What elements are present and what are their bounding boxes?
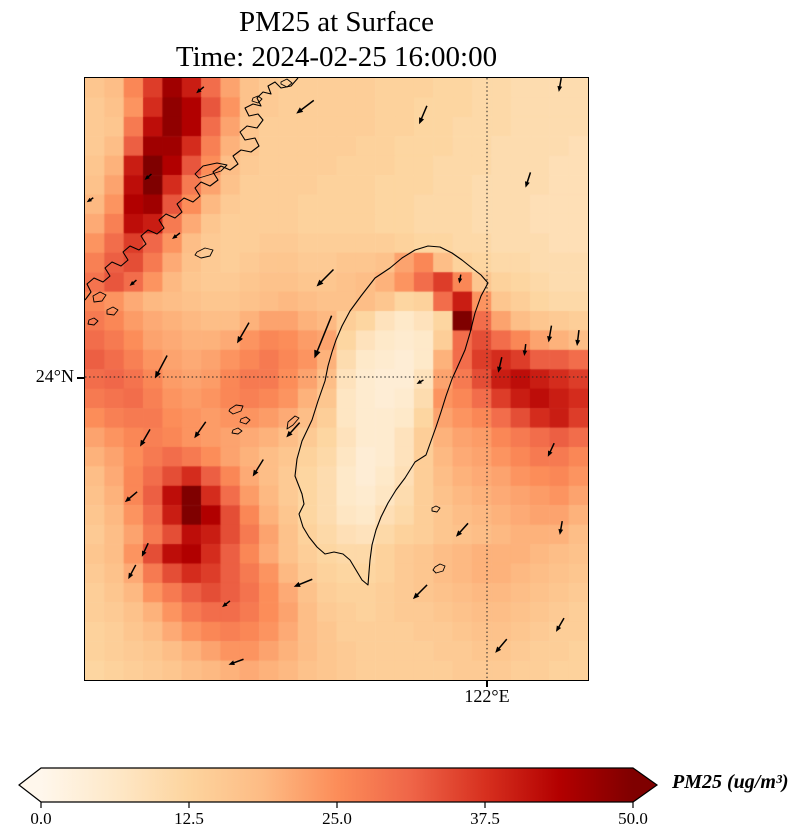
- wind-arrow-head: [140, 439, 146, 447]
- wind-arrows: [86, 78, 581, 666]
- wind-arrow-head: [293, 581, 301, 587]
- lat-tick: [77, 377, 84, 379]
- wind-arrow-head: [141, 550, 147, 557]
- wind-arrow-head: [557, 85, 563, 92]
- figure-subtitle: Time: 2024-02-25 16:00:00: [175, 41, 498, 73]
- taiwan-coastline: [294, 245, 489, 586]
- wind-arrow-head: [547, 450, 553, 457]
- wind-arrow-head: [556, 625, 562, 632]
- wind-arrow-head: [129, 280, 135, 286]
- wind-arrow-head: [495, 646, 502, 653]
- wind-arrow-head: [196, 88, 202, 94]
- wind-arrow-head: [419, 117, 425, 125]
- map-overlay: [85, 78, 588, 680]
- wind-arrow-head: [314, 349, 321, 359]
- wind-arrow-head: [497, 366, 502, 373]
- wind-arrow-head: [128, 572, 134, 580]
- wind-arrow-head: [547, 335, 553, 343]
- wind-arrow-head: [522, 350, 528, 356]
- colorbar-label: PM25 (ug/m³): [672, 771, 789, 793]
- heatmap-canvas: [85, 78, 588, 680]
- wind-arrow-head: [455, 530, 463, 537]
- wind-arrow: [155, 355, 168, 376]
- wind-arrow-head: [457, 278, 463, 284]
- wind-arrow-head: [575, 339, 581, 346]
- colorbar-ticks: 0.0 12.5 25.0 37.5 50.0: [30, 802, 648, 828]
- china-coastline: [85, 78, 299, 301]
- wind-arrow-head: [524, 181, 530, 188]
- colorbar-bar: [18, 767, 659, 803]
- wind-arrow-head: [154, 370, 161, 379]
- colorbar-tick-label: 25.0: [322, 809, 352, 828]
- wind-arrow-head: [144, 174, 150, 180]
- offshore-islands: [87, 78, 446, 574]
- wind-arrow-head: [228, 660, 235, 666]
- colorbar: 0.0 12.5 25.0 37.5 50.0: [18, 767, 659, 828]
- wind-arrow-head: [412, 592, 420, 600]
- colorbar-tick-label: 50.0: [618, 809, 648, 828]
- lon-tick-label: 122°E: [464, 686, 510, 706]
- wind-arrow-head: [124, 496, 132, 503]
- colorbar-tick-label: 37.5: [470, 809, 500, 828]
- wind-arrow-head: [237, 335, 243, 344]
- lat-tick-label: 24°N: [35, 366, 74, 386]
- map-panel: [84, 77, 589, 681]
- colorbar-tick-label: 0.0: [30, 809, 51, 828]
- wind-arrow-head: [252, 469, 259, 477]
- wind-arrow-head: [296, 107, 304, 114]
- wind-arrow-head: [86, 197, 92, 203]
- wind-arrow-head: [194, 431, 201, 439]
- wind-arrow-head: [416, 379, 422, 384]
- colorbar-tick-label: 12.5: [174, 809, 204, 828]
- wind-arrow: [315, 315, 333, 355]
- wind-arrow-head: [286, 430, 293, 438]
- wind-arrow-head: [316, 279, 324, 287]
- figure-title: PM25 at Surface: [239, 6, 434, 38]
- wind-arrow-head: [222, 602, 228, 608]
- wind-arrow-head: [558, 528, 564, 535]
- lon-tick: [486, 681, 488, 687]
- wind-arrow-head: [172, 234, 178, 240]
